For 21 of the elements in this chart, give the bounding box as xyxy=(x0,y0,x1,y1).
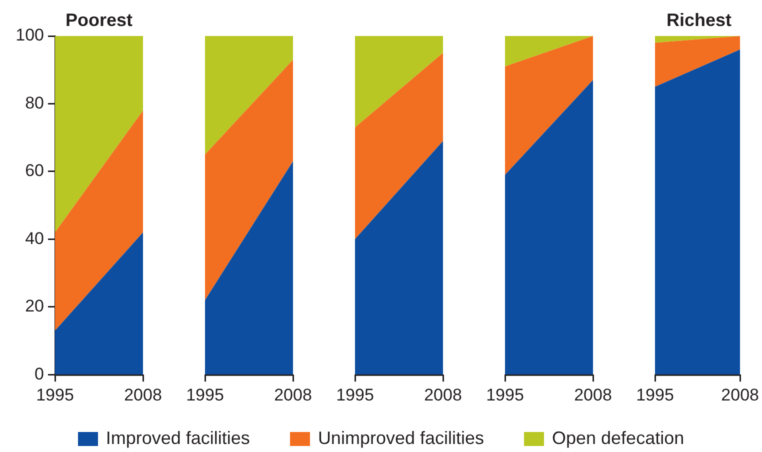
legend-label: Unimproved facilities xyxy=(318,428,484,449)
x-tick-label: 1995 xyxy=(36,385,74,404)
x-tick-label: 1995 xyxy=(636,385,674,404)
x-tick-label: 1995 xyxy=(186,385,224,404)
x-tick-label: 2008 xyxy=(124,385,162,404)
x-tick-label: 2008 xyxy=(424,385,462,404)
chart-title: Richest xyxy=(665,10,733,31)
y-tick-label: 80 xyxy=(25,93,44,112)
y-tick-label: 100 xyxy=(16,26,44,45)
chart-title: Poorest xyxy=(65,10,133,30)
x-tick-label: 2008 xyxy=(721,385,760,404)
legend-label: Improved facilities xyxy=(106,428,250,449)
y-tick-label: 60 xyxy=(25,161,44,180)
legend-label: Open defecation xyxy=(552,428,684,449)
x-tick-label: 2008 xyxy=(274,385,312,404)
x-tick-label: 1995 xyxy=(486,385,524,404)
y-tick-label: 40 xyxy=(25,228,44,248)
x-tick-label: 2008 xyxy=(574,385,612,404)
y-tick-label: 0 xyxy=(34,364,44,384)
y-tick-label: 20 xyxy=(25,296,44,316)
x-tick-label: 1995 xyxy=(336,385,374,404)
